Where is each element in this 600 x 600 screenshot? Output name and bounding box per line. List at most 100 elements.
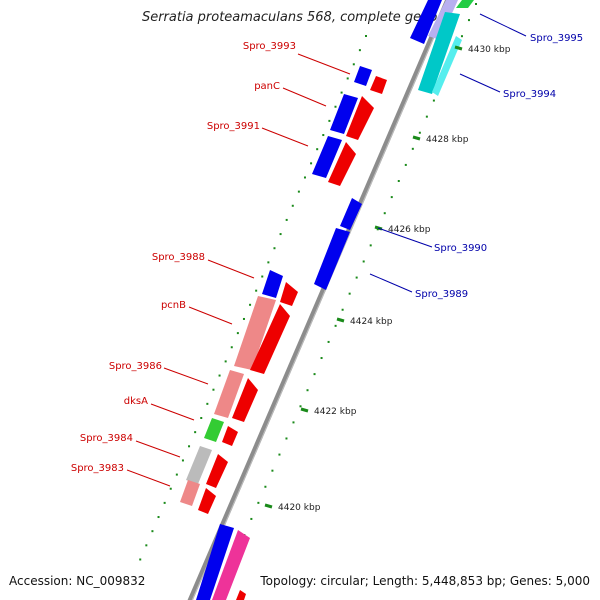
gene-block-teal-light[interactable]	[432, 36, 462, 96]
guide-dot	[327, 340, 330, 343]
guide-dot	[475, 3, 477, 5]
guide-dot	[310, 162, 313, 165]
kbp-tick-mark	[264, 503, 273, 509]
gene-label[interactable]: Spro_3991	[207, 121, 260, 132]
kbp-tick-label: 4428 kbp	[426, 135, 469, 145]
gene-block-spro3984-fwd[interactable]	[206, 454, 228, 488]
gene-block-spro3989[interactable]	[314, 228, 350, 290]
guide-dot	[194, 431, 197, 434]
gene-block-pcnB-fwd[interactable]	[250, 304, 290, 374]
gene-label[interactable]: Spro_3995	[530, 33, 583, 44]
guide-dot	[425, 115, 428, 118]
guide-dot	[224, 360, 227, 363]
guide-dot	[348, 292, 351, 295]
gene-block-spro3991-rev[interactable]	[312, 136, 342, 178]
guide-dot	[200, 416, 203, 419]
guide-dot	[306, 389, 309, 392]
page-title: Serratia proteamaculans 568, complete ge…	[141, 10, 459, 25]
gene-label[interactable]: Spro_3988	[152, 252, 205, 263]
guide-dot	[279, 233, 282, 236]
gene-label-leader	[207, 259, 255, 279]
guide-dot	[273, 247, 276, 250]
gene-label[interactable]: Spro_3983	[71, 463, 124, 474]
guide-dot	[397, 180, 400, 183]
guide-dot	[346, 77, 349, 80]
gene-block-spro3988-rev[interactable]	[262, 270, 283, 298]
gene-block-spro3983-light[interactable]	[180, 480, 200, 506]
gene-block-panC-fwd[interactable]	[346, 96, 374, 140]
gene-label[interactable]: Spro_3989	[415, 289, 468, 300]
guide-dot	[278, 453, 281, 456]
gene-block-spro3983-fwd[interactable]	[198, 488, 216, 514]
guide-dot	[285, 218, 288, 221]
guide-dot	[328, 119, 331, 122]
gene-block-green[interactable]	[456, 0, 474, 8]
guide-dot	[411, 147, 414, 150]
gene-label[interactable]: dksA	[124, 396, 148, 407]
guide-dot	[175, 473, 178, 476]
gene-block-dksA-fwd[interactable]	[222, 426, 238, 446]
gene-block-pcnB-light[interactable]	[234, 296, 276, 370]
gene-block-spro3986-light[interactable]	[214, 370, 244, 418]
guide-dot	[206, 402, 209, 405]
gene-block-spro3993-fwd[interactable]	[370, 76, 387, 94]
kbp-tick-label: 4424 kbp	[350, 317, 393, 327]
gene-block-spro3986-fwd[interactable]	[232, 378, 258, 422]
kbp-tick-label: 4420 kbp	[278, 503, 321, 513]
guide-dot	[157, 516, 160, 519]
guide-dot	[334, 105, 337, 108]
guide-dot	[257, 501, 260, 504]
gene-block-panC-rev[interactable]	[330, 94, 358, 134]
guide-dot	[316, 148, 319, 151]
guide-dot	[271, 469, 274, 472]
gene-block-teal-spro3994[interactable]	[418, 12, 460, 94]
guide-dot	[285, 437, 288, 440]
gene-block-spro3984-gray[interactable]	[186, 446, 212, 484]
gene-block-blue[interactable]	[410, 0, 442, 44]
gene-block-bottom-magenta[interactable]	[212, 530, 250, 600]
gene-block-spro3993-rev[interactable]	[354, 66, 372, 86]
gene-block-spro3988-fwd[interactable]	[280, 282, 298, 306]
kbp-tick-mark	[412, 135, 421, 141]
genome-backbone	[187, 0, 451, 600]
guide-dot	[299, 405, 302, 408]
guide-dot	[264, 485, 267, 488]
gene-label[interactable]: panC	[254, 81, 280, 92]
gene-label[interactable]: Spro_3990	[434, 243, 487, 254]
guide-dot	[365, 35, 367, 37]
guide-dot	[145, 544, 148, 547]
gene-label[interactable]: Spro_3984	[80, 433, 133, 444]
guide-dot	[261, 275, 264, 278]
gene-label-leader	[135, 440, 181, 458]
gene-label-leader	[188, 306, 233, 325]
gene-label[interactable]: pcnB	[161, 300, 186, 311]
guide-dot	[352, 63, 355, 66]
gene-block-bottom-blue[interactable]	[196, 524, 234, 600]
guide-dot	[212, 388, 215, 391]
gene-labels: Spro_3995 Spro_3994 Spro_3993 panC Spro_3991…	[71, 13, 583, 487]
gene-label[interactable]: Spro_3994	[503, 89, 556, 100]
guide-dot	[297, 190, 300, 193]
guide-dot	[383, 212, 386, 215]
guide-dot	[460, 35, 463, 38]
gene-block-spro3991-fwd[interactable]	[328, 142, 356, 186]
guide-dot	[358, 49, 361, 52]
kbp-tick-label: 4430 kbp	[468, 45, 511, 55]
gene-block-bottom-red[interactable]	[236, 590, 246, 600]
gene-label[interactable]: Spro_3993	[243, 41, 296, 52]
guide-dot	[188, 445, 191, 448]
guide-dot	[334, 324, 337, 327]
guide-dot	[249, 303, 252, 306]
guide-dot	[169, 487, 172, 490]
kbp-tick-mark	[454, 45, 463, 51]
gene-block-spro3990[interactable]	[340, 198, 362, 230]
guide-dot	[139, 558, 142, 561]
gene-block-dksA-green[interactable]	[204, 418, 224, 442]
gene-label-leader	[479, 13, 527, 37]
guide-dot	[151, 530, 154, 533]
guide-dot	[250, 517, 253, 520]
guide-dot	[362, 260, 365, 263]
guide-dot	[236, 332, 239, 335]
gene-label[interactable]: Spro_3986	[109, 361, 162, 372]
